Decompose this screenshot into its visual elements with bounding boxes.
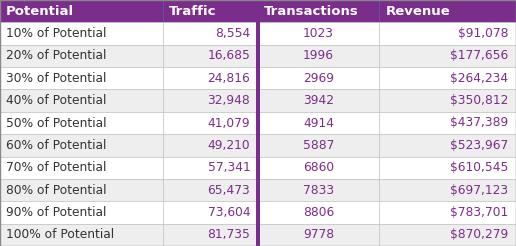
Bar: [163, 112, 258, 134]
Bar: [0, 134, 163, 156]
Bar: [163, 179, 258, 201]
Bar: [258, 179, 379, 201]
Bar: [0, 67, 163, 90]
Text: $870,279: $870,279: [450, 228, 508, 241]
Text: 57,341: 57,341: [207, 161, 250, 174]
Bar: [163, 67, 258, 90]
Bar: [163, 201, 258, 224]
Bar: [258, 156, 379, 179]
Text: 81,735: 81,735: [207, 228, 250, 241]
Bar: [379, 0, 516, 22]
Text: $523,967: $523,967: [450, 139, 508, 152]
Text: 6860: 6860: [303, 161, 334, 174]
Bar: [379, 90, 516, 112]
Text: 16,685: 16,685: [207, 49, 250, 62]
Bar: [0, 45, 163, 67]
Text: 24,816: 24,816: [207, 72, 250, 85]
Text: 100% of Potential: 100% of Potential: [6, 228, 115, 241]
Text: 60% of Potential: 60% of Potential: [6, 139, 107, 152]
Text: 73,604: 73,604: [207, 206, 250, 219]
Bar: [379, 22, 516, 45]
Text: 49,210: 49,210: [207, 139, 250, 152]
Bar: [0, 0, 163, 22]
Text: 7833: 7833: [303, 184, 334, 197]
Bar: [379, 112, 516, 134]
Bar: [379, 134, 516, 156]
Bar: [256, 0, 260, 246]
Bar: [379, 67, 516, 90]
Bar: [0, 22, 163, 45]
Text: 1996: 1996: [303, 49, 334, 62]
Text: 70% of Potential: 70% of Potential: [6, 161, 107, 174]
Bar: [0, 179, 163, 201]
Text: 8,554: 8,554: [215, 27, 250, 40]
Bar: [0, 90, 163, 112]
Text: 8806: 8806: [303, 206, 334, 219]
Bar: [379, 224, 516, 246]
Text: 65,473: 65,473: [207, 184, 250, 197]
Text: $91,078: $91,078: [458, 27, 508, 40]
Text: 3942: 3942: [303, 94, 334, 107]
Text: 10% of Potential: 10% of Potential: [6, 27, 107, 40]
Text: $177,656: $177,656: [450, 49, 508, 62]
Bar: [258, 112, 379, 134]
Text: 5887: 5887: [303, 139, 334, 152]
Text: 1023: 1023: [303, 27, 334, 40]
Text: 2969: 2969: [303, 72, 334, 85]
Text: 50% of Potential: 50% of Potential: [6, 117, 107, 129]
Bar: [379, 179, 516, 201]
Text: 40% of Potential: 40% of Potential: [6, 94, 107, 107]
Bar: [0, 224, 163, 246]
Text: Revenue: Revenue: [385, 5, 450, 18]
Text: $783,701: $783,701: [450, 206, 508, 219]
Text: 4914: 4914: [303, 117, 334, 129]
Bar: [379, 156, 516, 179]
Text: $610,545: $610,545: [450, 161, 508, 174]
Text: 41,079: 41,079: [207, 117, 250, 129]
Bar: [0, 201, 163, 224]
Bar: [258, 45, 379, 67]
Bar: [258, 90, 379, 112]
Text: $350,812: $350,812: [450, 94, 508, 107]
Text: $264,234: $264,234: [450, 72, 508, 85]
Text: 9778: 9778: [303, 228, 334, 241]
Bar: [163, 22, 258, 45]
Text: 80% of Potential: 80% of Potential: [6, 184, 107, 197]
Text: 30% of Potential: 30% of Potential: [6, 72, 107, 85]
Bar: [163, 0, 258, 22]
Bar: [258, 67, 379, 90]
Bar: [379, 201, 516, 224]
Text: 32,948: 32,948: [207, 94, 250, 107]
Text: Traffic: Traffic: [169, 5, 216, 18]
Bar: [258, 201, 379, 224]
Bar: [379, 45, 516, 67]
Bar: [163, 45, 258, 67]
Bar: [163, 224, 258, 246]
Text: Potential: Potential: [6, 5, 74, 18]
Bar: [258, 134, 379, 156]
Bar: [258, 0, 379, 22]
Bar: [258, 224, 379, 246]
Bar: [163, 90, 258, 112]
Bar: [163, 156, 258, 179]
Bar: [258, 22, 379, 45]
Bar: [0, 156, 163, 179]
Text: 20% of Potential: 20% of Potential: [6, 49, 107, 62]
Bar: [0, 112, 163, 134]
Text: Transactions: Transactions: [264, 5, 359, 18]
Text: $437,389: $437,389: [450, 117, 508, 129]
Text: 90% of Potential: 90% of Potential: [6, 206, 107, 219]
Bar: [163, 134, 258, 156]
Text: $697,123: $697,123: [450, 184, 508, 197]
